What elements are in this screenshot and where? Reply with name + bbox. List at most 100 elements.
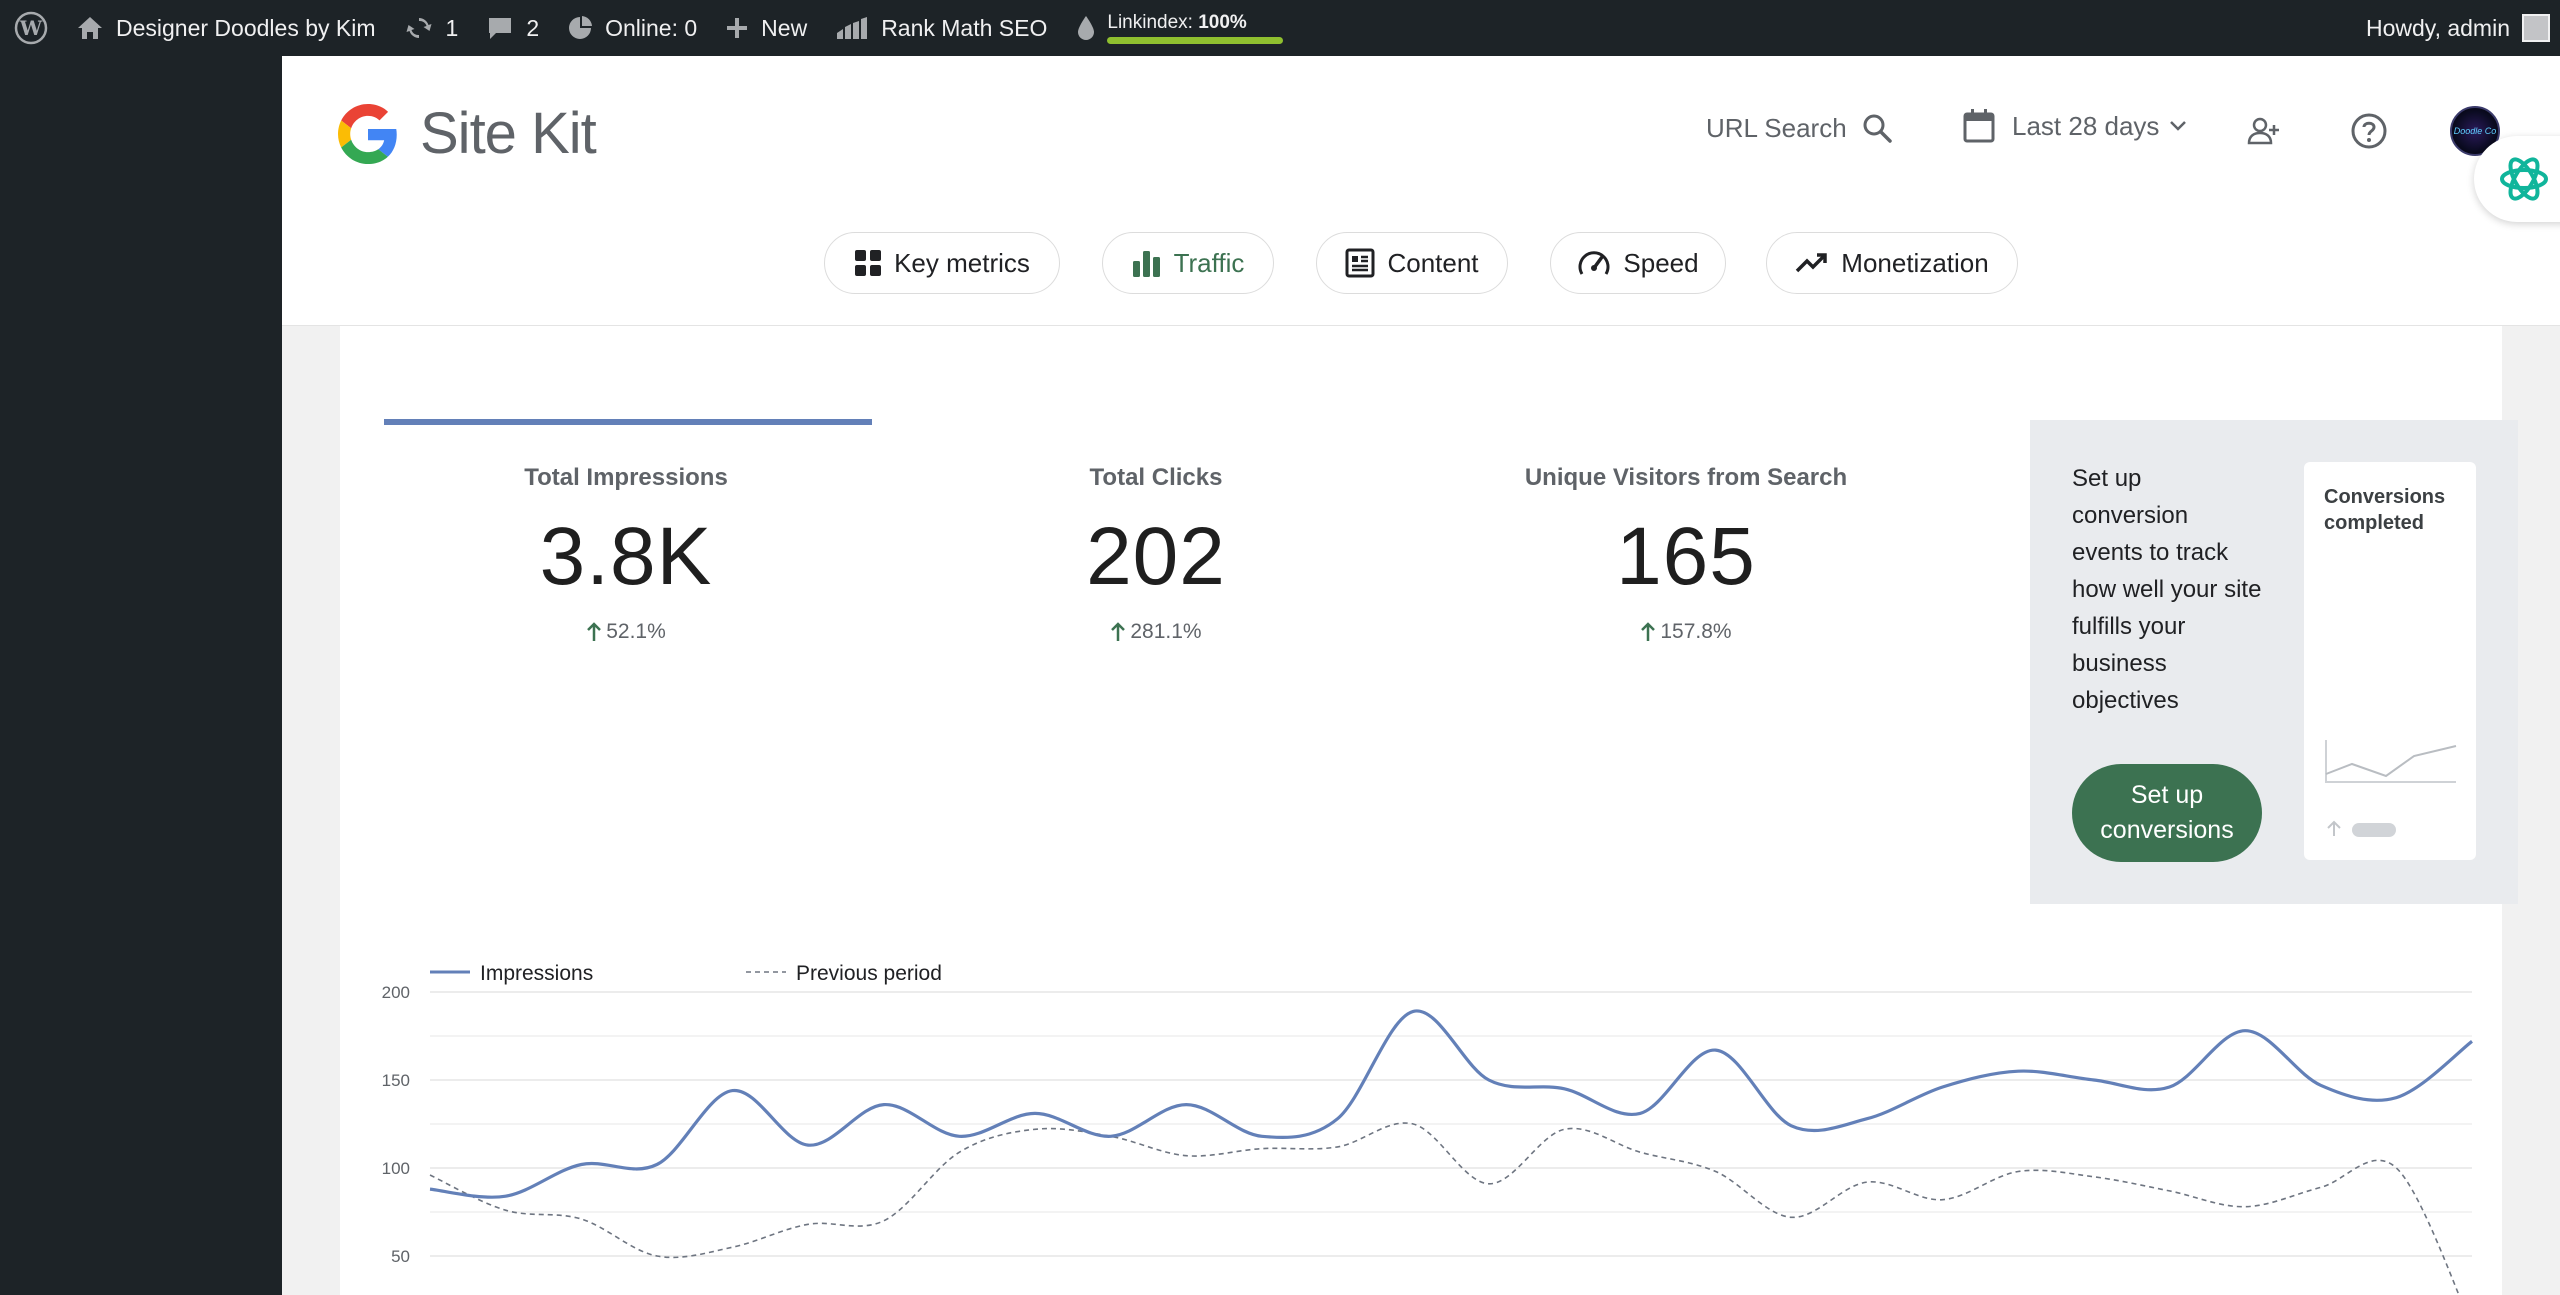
data-point-impressions: [2317, 1081, 2325, 1089]
tab-content[interactable]: Content: [1316, 232, 1508, 294]
data-point-previous-period: [577, 1215, 585, 1223]
data-point-impressions: [955, 1132, 963, 1140]
series-previous-period-line: [429, 1122, 2460, 1295]
linkindex-value: 100%: [1198, 12, 1247, 33]
metric-change-value: 52.1%: [606, 620, 666, 643]
comments-menu[interactable]: 2: [472, 0, 553, 56]
bar-chart-icon: [1132, 251, 1160, 277]
tab-label: Content: [1387, 247, 1479, 278]
assistant-floating-button[interactable]: [2474, 136, 2560, 222]
data-point-impressions: [1712, 1046, 1720, 1054]
data-point-impressions: [2468, 1037, 2476, 1045]
admin-avatar: [2522, 14, 2550, 42]
arrow-up-icon: [587, 622, 602, 641]
site-kit-logo[interactable]: Site Kit: [338, 100, 597, 167]
updates-menu[interactable]: 1: [390, 0, 473, 56]
tab-label: Monetization: [1841, 247, 1989, 278]
article-icon: [1345, 248, 1375, 278]
svg-text:W: W: [19, 16, 43, 40]
metric-title: Total Clicks: [1089, 464, 1223, 491]
data-point-previous-period: [2090, 1173, 2098, 1181]
set-up-conversions-button[interactable]: Set up conversions: [2072, 764, 2262, 862]
howdy-label: Howdy, admin: [2365, 14, 2510, 41]
date-range-selector[interactable]: Last 28 days: [1962, 108, 2187, 144]
data-point-previous-period: [1787, 1213, 1795, 1221]
data-point-previous-period: [1258, 1145, 1266, 1153]
y-tick-label: 150: [382, 1071, 410, 1090]
tab-monetization[interactable]: Monetization: [1766, 232, 2018, 294]
conversion-setup-panel: Set up conversion events to track how we…: [2030, 420, 2518, 904]
metric-value: 3.8K: [539, 511, 713, 602]
data-point-impressions: [1182, 1101, 1190, 1109]
conversions-preview-card: Conversions completed: [2304, 462, 2476, 860]
data-point-impressions: [577, 1161, 585, 1169]
account-menu[interactable]: Howdy, admin: [2366, 0, 2550, 56]
impressions-chart: 200 150 100 50 Impressions Previous period: [382, 962, 2476, 1295]
refresh-icon: [406, 18, 432, 38]
new-content-menu[interactable]: New: [711, 0, 821, 56]
metric-change: 281.1%: [956, 620, 1356, 644]
trending-up-icon: [1796, 253, 1828, 273]
y-tick-label: 100: [382, 1159, 410, 1178]
data-point-impressions: [1636, 1109, 1644, 1117]
data-point-impressions: [502, 1192, 510, 1200]
url-search-label: URL Search: [1706, 112, 1847, 143]
metric-change: 157.8%: [1486, 620, 1886, 644]
metric-value: 165: [1616, 511, 1756, 602]
linkindex-label: Linkindex:: [1107, 12, 1193, 33]
tab-label: Speed: [1623, 247, 1699, 278]
conversion-description: Set up conversion events to track how we…: [2072, 465, 2262, 714]
person-add-icon: [2247, 117, 2279, 145]
metric-total-clicks[interactable]: Total Clicks 202 281.1%: [956, 464, 1356, 644]
y-tick-label: 50: [391, 1247, 410, 1266]
online-users-menu[interactable]: Online: 0: [553, 0, 711, 56]
online-label: Online: 0: [605, 14, 698, 41]
comments-count: 2: [526, 14, 540, 41]
data-point-impressions: [653, 1161, 661, 1169]
site-kit-header: Site Kit URL Search Last 28 days Doodle …: [282, 56, 2560, 326]
site-name-menu[interactable]: Designer Doodles by Kim: [62, 0, 390, 56]
data-point-impressions: [2241, 1027, 2249, 1035]
chart-y-axis: 200 150 100 50: [382, 983, 410, 1266]
tab-key-metrics[interactable]: Key metrics: [824, 232, 1060, 294]
data-point-impressions: [1863, 1115, 1871, 1123]
data-point-previous-period: [1712, 1168, 1720, 1176]
data-point-previous-period: [955, 1148, 963, 1156]
data-point-impressions: [1485, 1076, 1493, 1084]
data-point-previous-period: [1107, 1132, 1115, 1140]
data-point-impressions: [2014, 1067, 2022, 1075]
wordpress-logo-icon[interactable]: W: [0, 0, 62, 56]
tab-traffic[interactable]: Traffic: [1102, 232, 1274, 294]
data-point-previous-period: [653, 1252, 661, 1260]
plus-icon: [727, 18, 748, 38]
data-point-impressions: [2166, 1083, 2174, 1091]
conversions-sparkline: [2325, 740, 2457, 837]
tab-speed[interactable]: Speed: [1550, 232, 1726, 294]
help-button[interactable]: [2344, 106, 2394, 156]
add-user-button[interactable]: [2240, 106, 2290, 156]
conversions-card-title: Conversions completed: [2324, 486, 2446, 534]
metric-change-value: 157.8%: [1660, 620, 1732, 643]
data-point-previous-period: [1334, 1143, 1342, 1151]
google-g-icon: [338, 103, 397, 164]
tab-label: Key metrics: [894, 247, 1030, 278]
logo-site-text: Site: [420, 101, 517, 166]
url-search-button[interactable]: URL Search: [1706, 112, 1893, 144]
rank-math-menu[interactable]: Rank Math SEO: [821, 0, 1061, 56]
data-point-previous-period: [1485, 1180, 1493, 1188]
metric-total-impressions[interactable]: Total Impressions 3.8K 52.1%: [426, 464, 826, 644]
wp-admin-bar: W Designer Doodles by Kim 1 2 Online: 0 …: [0, 0, 2560, 56]
user-avatar[interactable]: Doodle Co: [2450, 106, 2500, 156]
metric-unique-visitors[interactable]: Unique Visitors from Search 165 157.8%: [1486, 464, 1886, 644]
linkindex-menu[interactable]: Linkindex: 100%: [1061, 0, 1297, 56]
data-point-previous-period: [426, 1171, 434, 1179]
legend-previous-label: Previous period: [796, 962, 942, 985]
dashboard-tabs: Key metrics Traffic Content Speed Moneti…: [282, 232, 2560, 294]
data-point-impressions: [2090, 1076, 2098, 1084]
data-point-impressions: [1258, 1132, 1266, 1140]
pie-chart-icon: [569, 16, 593, 39]
search-traffic-card: Total Impressions 3.8K 52.1% Total Click…: [340, 326, 2518, 1295]
legend-impressions-label: Impressions: [480, 962, 593, 985]
updates-count: 1: [445, 14, 459, 41]
comment-icon: [489, 18, 512, 39]
